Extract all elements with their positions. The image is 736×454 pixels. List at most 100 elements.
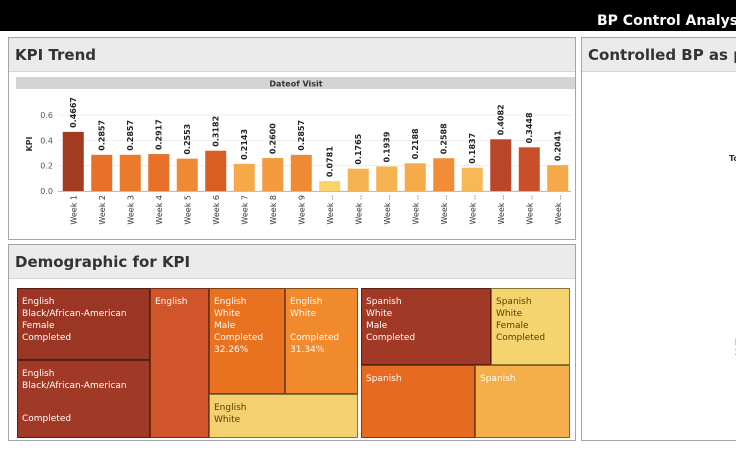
x-tick-label: Week 6 bbox=[212, 195, 221, 225]
treemap-cell-label: White bbox=[214, 415, 241, 425]
treemap-cell[interactable]: English Black/African-American Female Compl… bbox=[17, 288, 150, 360]
treemap-cell-label bbox=[290, 320, 355, 332]
treemap-cell-label: English bbox=[22, 369, 55, 379]
bar-8 bbox=[262, 158, 284, 191]
y-axis-label: KPI bbox=[25, 136, 34, 151]
chart-title-strip bbox=[16, 77, 575, 89]
x-tick-label: Week 3 bbox=[126, 195, 135, 225]
demographic-title: Demographic for KPI bbox=[15, 253, 191, 271]
bar-7 bbox=[233, 163, 255, 191]
treemap-cell-label: English bbox=[290, 297, 323, 307]
treemap-cell-labels: English White bbox=[214, 402, 355, 426]
bar-value-label: 0.1765 bbox=[354, 133, 363, 164]
x-tick-label: Week 4 bbox=[155, 195, 164, 225]
treemap-cell[interactable]: Spanish White Female Completed bbox=[491, 288, 570, 365]
bar-value-label: 0.2857 bbox=[297, 120, 306, 151]
bar-1 bbox=[62, 131, 84, 191]
treemap-cell-labels: English Black/African-American Female Compl… bbox=[22, 296, 147, 344]
x-tick-label: Week .. bbox=[554, 195, 563, 225]
treemap-cell[interactable]: Spanish bbox=[475, 365, 570, 438]
treemap-cell-label: Spanish bbox=[366, 297, 402, 307]
bar-value-label: 0.1939 bbox=[383, 131, 392, 162]
treemap-cell-label: Female bbox=[496, 321, 529, 331]
bar-5 bbox=[176, 158, 198, 191]
treemap-cell[interactable]: English White bbox=[209, 394, 358, 438]
treemap-cell-label: White bbox=[496, 309, 523, 319]
bar-value-label: 0.3448 bbox=[525, 112, 534, 143]
treemap-cell[interactable]: Spanish White Male Completed bbox=[361, 288, 491, 365]
x-tick-label: Week 7 bbox=[240, 195, 249, 225]
bar-18 bbox=[547, 165, 569, 191]
bar-2 bbox=[91, 154, 113, 191]
y-tick-label: 0.2 bbox=[40, 162, 53, 171]
treemap-cell-label: Completed bbox=[22, 333, 72, 343]
controlled-bp-panel: Controlled BP as pe To F 2 bbox=[581, 37, 736, 441]
kpi-trend-panel: KPI Trend Dateof Visit KPI 0.0 0.2 0.4 0.6 0.4… bbox=[8, 37, 576, 240]
bar-14 bbox=[433, 158, 455, 191]
treemap-cell-label: Completed bbox=[214, 333, 264, 343]
treemap-cell-label: 32.26% bbox=[214, 345, 249, 355]
treemap-cell-label: Female bbox=[22, 321, 55, 331]
kpi-trend-title: KPI Trend bbox=[15, 46, 96, 64]
treemap-cell-label: Black/African-American bbox=[22, 309, 127, 319]
treemap-cell-label: White bbox=[214, 309, 241, 319]
x-tick-label: Week .. bbox=[497, 195, 506, 225]
bar-value-label: 0.2857 bbox=[98, 120, 107, 151]
treemap-cell[interactable]: English White Completed 31.34% bbox=[285, 288, 358, 394]
treemap-cell-label: Spanish bbox=[496, 297, 532, 307]
x-tick-label: Week .. bbox=[411, 195, 420, 225]
controlled-bp-title: Controlled BP as pe bbox=[588, 46, 736, 64]
treemap-cell-label: White bbox=[290, 309, 317, 319]
bar-value-label: 0.1837 bbox=[468, 133, 477, 164]
treemap-cell[interactable]: English bbox=[150, 288, 209, 438]
x-tick-label: Week 8 bbox=[269, 195, 278, 225]
y-tick-label: 0.6 bbox=[40, 111, 53, 120]
bar-6 bbox=[205, 150, 227, 191]
kpi-trend-header: KPI Trend bbox=[9, 38, 575, 72]
treemap-cell-labels: Spanish bbox=[480, 373, 567, 385]
bar-value-label: 0.4082 bbox=[497, 104, 506, 135]
bp-label-fragment-top: To bbox=[729, 154, 736, 163]
bar-9 bbox=[290, 154, 312, 191]
treemap-cell-label: Completed bbox=[290, 333, 340, 343]
kpi-bar-chart[interactable]: Dateof Visit KPI 0.0 0.2 0.4 0.6 0.4667 Week 1 0… bbox=[9, 38, 576, 240]
treemap-cell-label: Spanish bbox=[480, 374, 516, 384]
bar-value-label: 0.2600 bbox=[269, 123, 278, 154]
treemap-cell[interactable]: English Black/African-American Completed bbox=[17, 360, 150, 438]
treemap-cell-label: Completed bbox=[366, 333, 416, 343]
x-tick-label: Week 9 bbox=[297, 195, 306, 225]
treemap-cell-label: English bbox=[22, 297, 55, 307]
bar-value-label: 0.2143 bbox=[240, 129, 249, 160]
x-tick-label: Week .. bbox=[440, 195, 449, 225]
bar-value-label: 0.2041 bbox=[554, 130, 563, 161]
x-tick-label: Week .. bbox=[383, 195, 392, 225]
bar-16 bbox=[490, 139, 512, 191]
bar-11 bbox=[347, 168, 369, 191]
treemap-cell-label: Male bbox=[214, 321, 236, 331]
x-tick-label: Week 1 bbox=[69, 195, 78, 225]
bar-17 bbox=[518, 147, 540, 191]
y-tick-label: 0.4 bbox=[40, 136, 53, 145]
demographic-header: Demographic for KPI bbox=[9, 245, 575, 279]
treemap-cell-label: Completed bbox=[496, 333, 546, 343]
bar-value-label: 0.2917 bbox=[155, 119, 164, 150]
dashboard-title: BP Control Analysis bbox=[597, 13, 736, 29]
bar-value-label: 0.2188 bbox=[411, 128, 420, 159]
treemap-cell-labels: English White Completed 31.34% bbox=[290, 296, 355, 356]
treemap-cell-bottom-label: Completed bbox=[22, 414, 72, 424]
treemap-cell-label: Spanish bbox=[366, 374, 402, 384]
bar-value-label: 0.0781 bbox=[326, 146, 335, 177]
bar-15 bbox=[461, 167, 483, 191]
x-tick-label: Week .. bbox=[468, 195, 477, 225]
x-tick-label: Week .. bbox=[525, 195, 534, 225]
top-banner: BP Control Analysis bbox=[0, 0, 736, 31]
bar-value-label: 0.2588 bbox=[440, 123, 449, 154]
bar-3 bbox=[119, 154, 141, 191]
treemap-cell[interactable]: English White Male Completed 32.26% bbox=[209, 288, 285, 394]
bar-value-label: 0.2553 bbox=[183, 124, 192, 155]
treemap-cell[interactable]: Spanish bbox=[361, 365, 475, 438]
controlled-bp-header: Controlled BP as pe bbox=[582, 38, 736, 72]
treemap-cell-label: Male bbox=[366, 321, 388, 331]
treemap-cell-label: English bbox=[155, 297, 188, 307]
bar-4 bbox=[148, 154, 170, 191]
